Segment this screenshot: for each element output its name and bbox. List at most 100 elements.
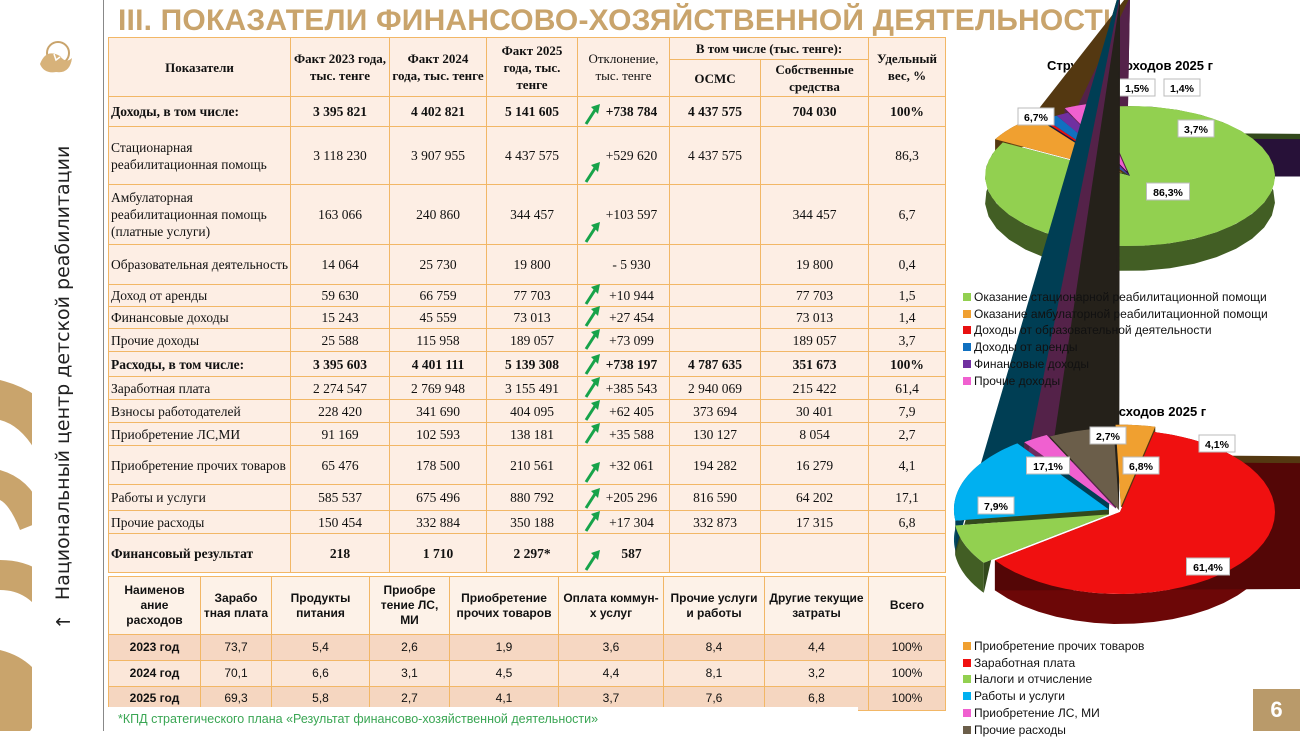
cell-f2023: 14 064 [290,244,390,285]
header-including: В том числе (тыс. тенге): [669,37,869,60]
cell-dev: +62 405 [577,399,670,423]
data-label: 6,8% [1129,461,1154,473]
data-label-box [977,496,1015,515]
expense-value: 100% [868,634,946,661]
cell-own: 19 800 [760,244,869,285]
page-title: III. ПОКАЗАТЕЛИ ФИНАНСОВО-ХОЗЯЙСТВЕННОЙ … [118,4,1125,37]
expense-row: 2025 год 69,3 5,8 2,7 4,1 3,7 7,6 6,8 100% [108,686,946,711]
cell-share: 100% [868,351,946,377]
header-own-funds: Собственные средства [760,59,869,97]
data-label: 1,4% [1170,83,1195,95]
legend-swatch [963,293,971,301]
cell-f2023: 3 395 821 [290,96,390,127]
year-label: 2024 год [108,660,201,687]
cell-f2025: 344 457 [486,184,578,245]
legend-swatch [963,725,971,734]
cell-osms [669,328,761,352]
cell-f2024: 4 401 111 [389,351,487,377]
table-row: Стационарная реабилитационная помощь 3 11… [108,126,946,185]
data-label-box [1026,456,1070,475]
legend-item: Заработная плата [963,655,1144,672]
cell-f2024: 45 559 [389,306,487,329]
cell-f2025: 3 155 491 [486,376,578,400]
legend-swatch [963,675,971,684]
cell-dev: +738 197 [577,351,670,377]
cell-dev: - 5 930 [577,244,670,285]
deviation-value: - 5 930 [612,257,651,272]
legend-label: Оказание амбулаторной реабилитационной п… [974,306,1268,321]
legend-item: Приобретение прочих товаров [963,638,1144,655]
table-row: Финансовый результат 218 1 710 2 297* 587 [108,533,946,573]
expense-value: 6,6 [271,660,370,687]
header-osms: ОСМС [669,59,761,97]
cell-f2023: 15 243 [290,306,390,329]
legend-label: Работы и услуги [974,689,1066,704]
cell-dev: +10 944 [577,284,670,307]
footnote: *КПД стратегического плана «Результат фи… [108,707,858,731]
pie-slice [994,432,1275,594]
cell-dev: +73 099 [577,328,670,352]
header-indicator: Показатели [108,37,291,97]
data-label: 2,7% [1096,431,1121,443]
cell-dev: +529 620 [577,126,670,185]
sidebar [32,25,102,731]
trend-up-arrow-icon [584,550,600,571]
cell-dev: +205 296 [577,484,670,511]
pie-slice-edge [1113,0,1120,510]
trend-up-arrow-icon [584,377,600,398]
cell-osms [669,184,761,245]
cell-own: 77 703 [760,284,869,307]
pie-slice-side [955,525,984,593]
deviation-value: +103 597 [605,207,658,222]
expense-row: 2023 год 73,7 5,4 2,6 1,9 3,6 8,4 4,4 100% [108,634,946,661]
legend-item: Приобретение ЛС, МИ [963,705,1144,722]
cell-f2023: 585 537 [290,484,390,511]
legend-item: Оказание стационарной реабилитационной п… [963,289,1268,306]
cell-osms [669,244,761,285]
table-row: Прочие расходы 150 454 332 884 350 188 +17 3… [108,510,946,534]
expense-header: Всего [868,576,946,635]
cell-osms: 373 694 [669,399,761,423]
trend-up-arrow-icon [584,400,600,421]
expense-value: 3,7 [558,686,664,711]
expense-value: 70,1 [200,660,272,687]
trend-up-arrow-icon [584,284,600,305]
trend-up-arrow-icon [584,104,600,125]
cell-dev: +103 597 [577,184,670,245]
data-label-box [1122,456,1160,475]
expense-value: 4,1 [449,686,559,711]
cell-f2024: 675 496 [389,484,487,511]
expense-legend: Приобретение прочих товаров Заработная пл… [963,638,1144,738]
cell-own: 64 202 [760,484,869,511]
legend-item: Налоги и отчисление [963,671,1144,688]
divider [103,0,104,731]
expense-value: 7,6 [663,686,765,711]
legend-item: Доходы от аренды [963,339,1268,356]
cell-own: 8 054 [760,422,869,446]
expense-header: Приобретение прочих товаров [449,576,559,635]
row-label: Финансовый результат [108,533,291,573]
pie-slice [955,514,1109,563]
cell-dev: +738 784 [577,96,670,127]
expense-structure-table: Наименов ание расходов Зарабо тная плата П… [108,576,946,711]
cell-f2025: 2 297* [486,533,578,573]
legend-swatch [963,658,971,667]
cell-f2024: 4 402 821 [389,96,487,127]
table-row: Доход от аренды 59 630 66 759 77 703 +10 944… [108,284,946,307]
cell-f2024: 3 907 955 [389,126,487,185]
expense-value: 100% [868,686,946,711]
deviation-value: +10 944 [609,288,654,303]
cell-share [868,533,946,573]
cell-f2025: 880 792 [486,484,578,511]
deviation-value: +738 197 [605,356,658,372]
deviation-value: +385 543 [605,380,658,396]
table-row: Работы и услуги 585 537 675 496 880 792 +205… [108,484,946,511]
pie-slice [1024,434,1116,509]
expense-value: 100% [868,660,946,687]
pie-slice-side [994,432,1275,624]
expense-value: 73,7 [200,634,272,661]
legend-label: Прочие расходы [974,722,1066,737]
cell-osms [669,533,761,573]
table-row: Расходы, в том числе: 3 395 603 4 401 111 5… [108,351,946,377]
year-label: 2023 год [108,634,201,661]
